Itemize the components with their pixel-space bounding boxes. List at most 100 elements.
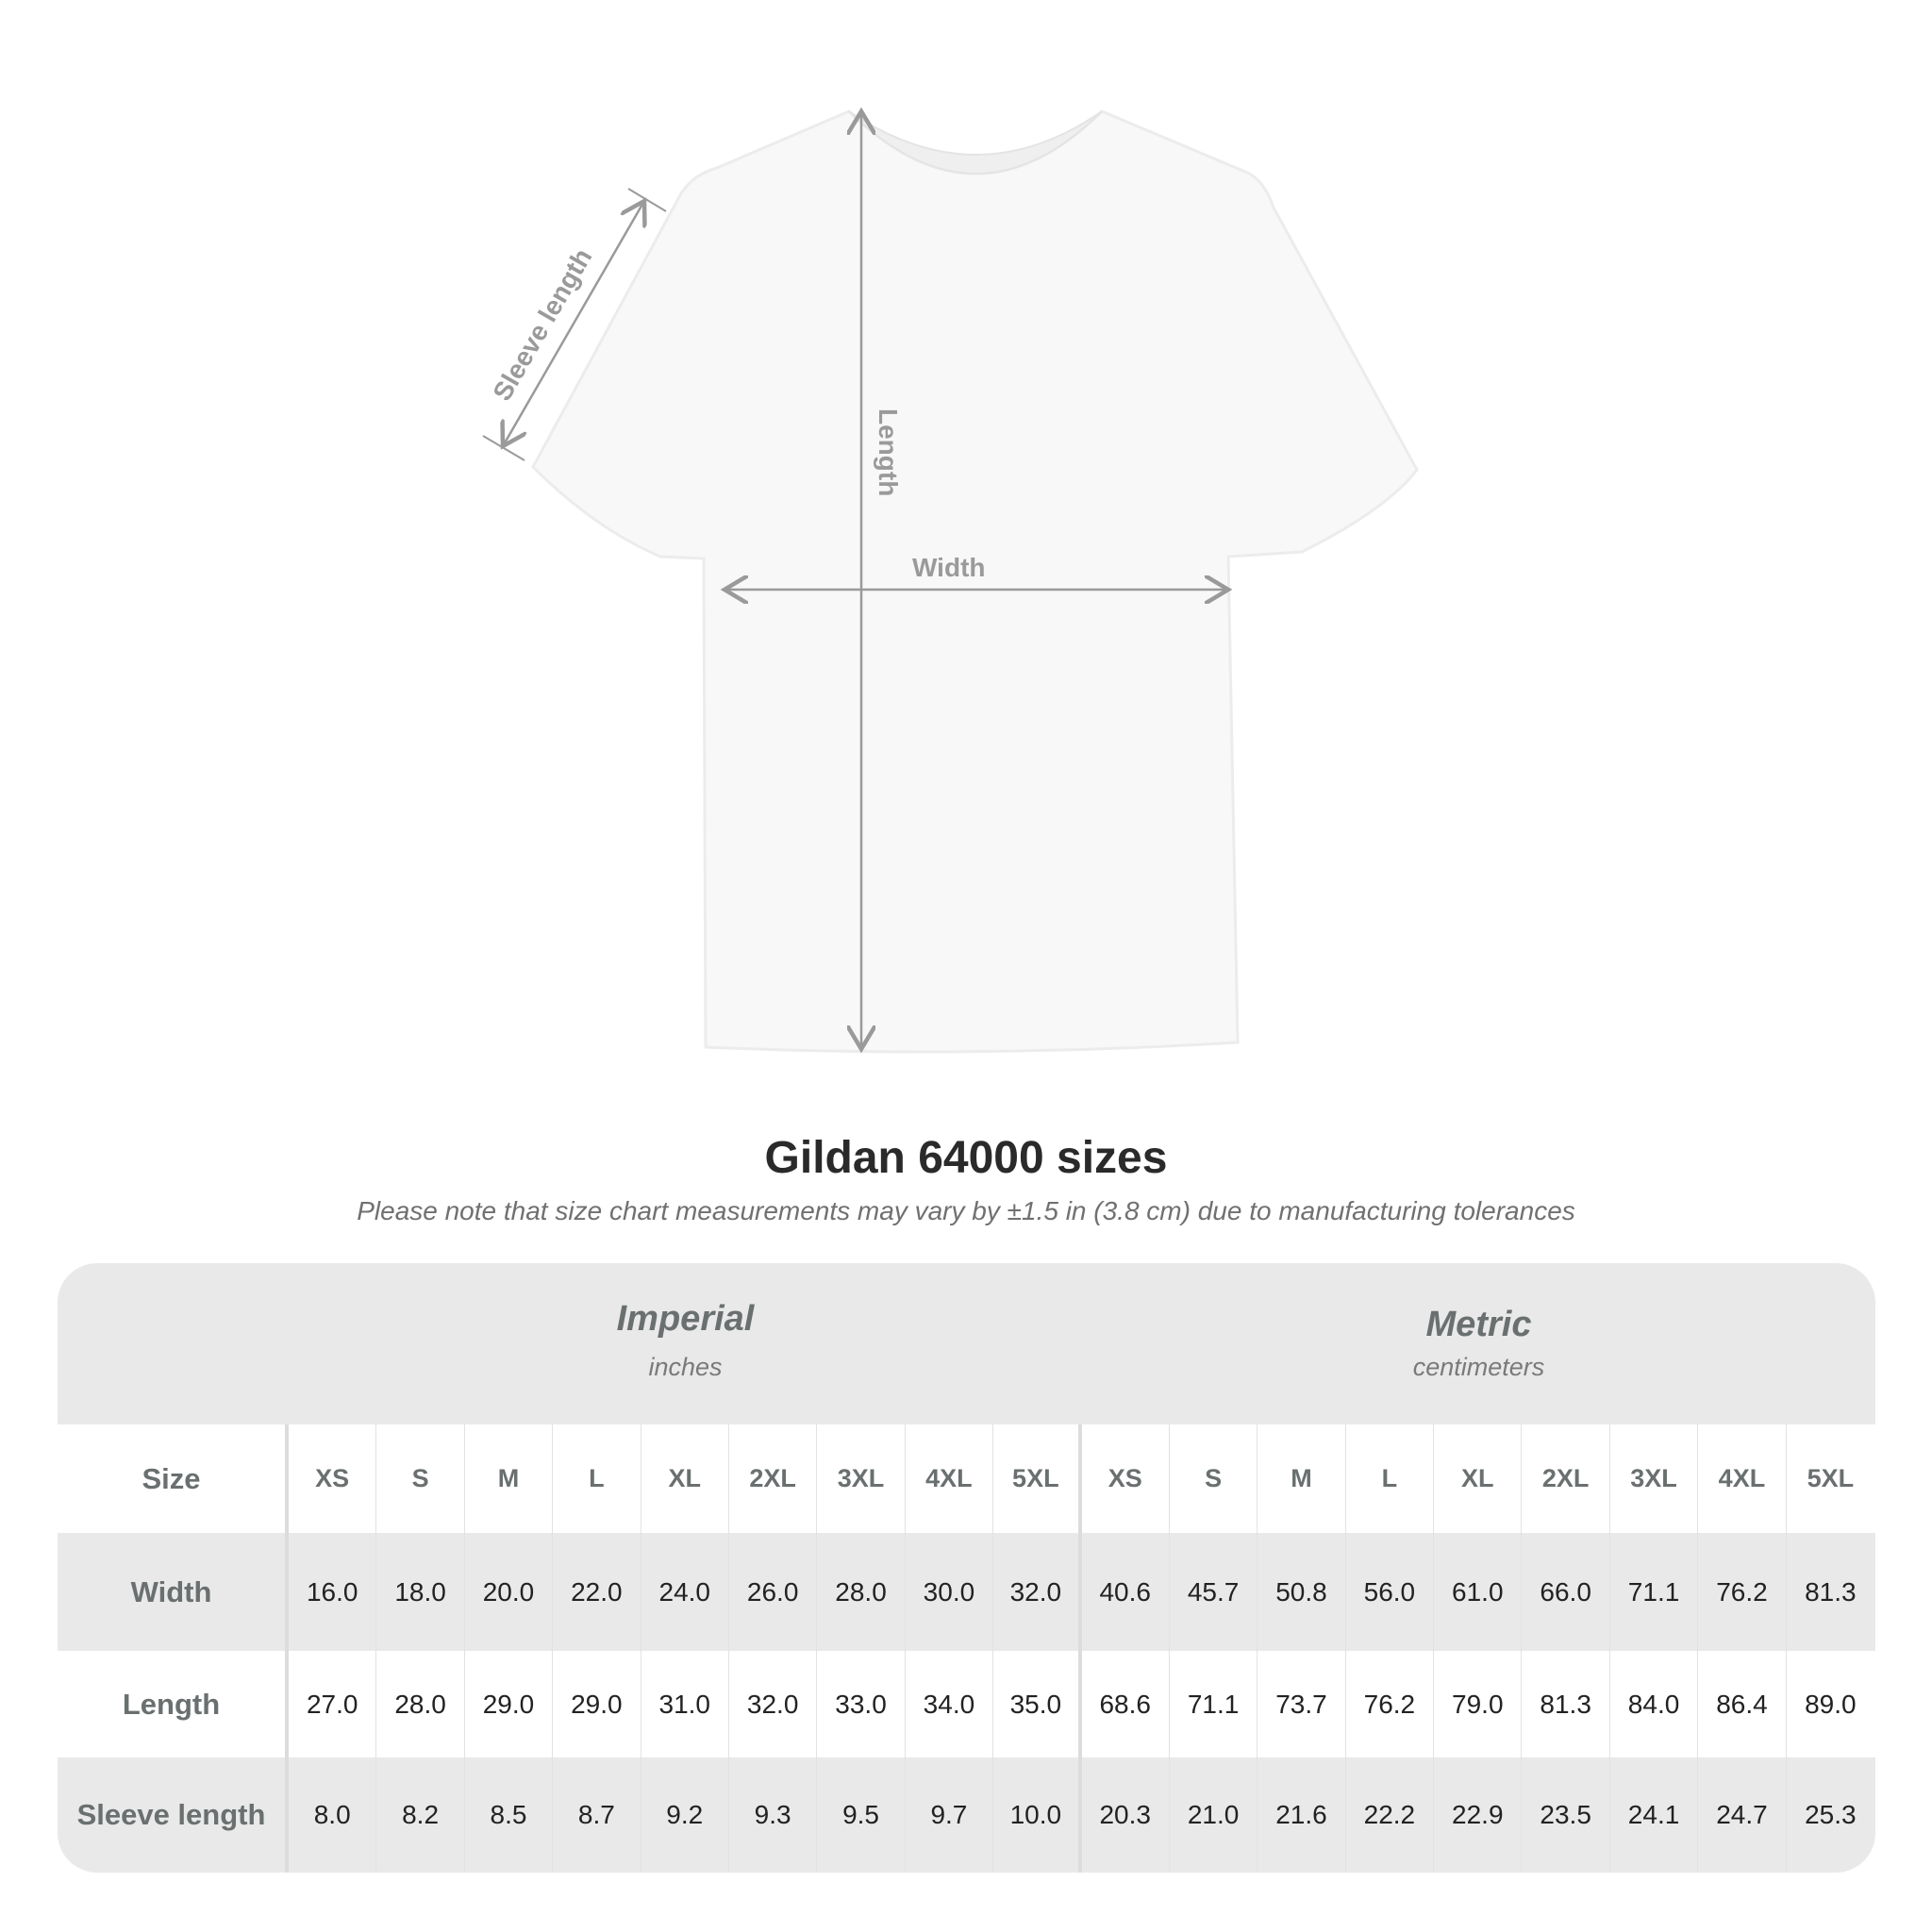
table-cell: 89.0 — [1805, 1689, 1857, 1719]
table-cell: 28.0 — [376, 1651, 465, 1757]
tshirt-collar — [848, 110, 1103, 175]
length-label: Length — [874, 408, 903, 496]
table-cell: 26.0 — [729, 1533, 818, 1651]
table-cell: 8.5 — [465, 1757, 554, 1873]
width-label: Width — [912, 553, 986, 582]
imperial-unit: inches — [648, 1353, 723, 1381]
imperial-group-header: Imperial inches — [289, 1299, 1082, 1382]
page-title: Gildan 64000 sizes — [764, 1133, 1168, 1183]
table-header-band — [58, 1263, 1875, 1424]
tolerance-note: Please note that size chart measurements… — [357, 1196, 1575, 1225]
size-row-label: Size — [58, 1424, 289, 1533]
table-cell: 10.0 — [993, 1757, 1082, 1873]
table-cell: 22.2 — [1346, 1757, 1435, 1873]
table-cell: 21.6 — [1257, 1757, 1346, 1873]
table-cell: 76.2 — [1346, 1651, 1435, 1757]
table-cell: 21.0 — [1170, 1757, 1258, 1873]
table-cell: 9.7 — [906, 1757, 994, 1873]
size-header-cell: XS — [289, 1424, 377, 1533]
table-cell: 16.0 — [289, 1533, 377, 1651]
table-cell: 86.4 — [1698, 1651, 1787, 1757]
table-row: Width 16.0 18.0 20.0 22.0 24.0 26.0 28.0 30.0 32.… — [58, 1533, 1875, 1651]
table-cell: 50.8 — [1257, 1533, 1346, 1651]
row-label: Length — [58, 1651, 289, 1757]
table-cell: 8.7 — [553, 1757, 641, 1873]
table-cell: 31.0 — [641, 1651, 729, 1757]
table-cell: 81.3 — [1522, 1651, 1610, 1757]
row-band-width — [58, 1533, 1875, 1651]
size-header-cell: 4XL — [906, 1424, 994, 1533]
table-cell: 20.0 — [465, 1533, 554, 1651]
table-cell: 32.0 — [993, 1533, 1082, 1651]
table-cell: 73.7 — [1257, 1651, 1346, 1757]
table-cell: 76.2 — [1698, 1533, 1787, 1651]
size-header-cell: 2XL — [729, 1424, 818, 1533]
size-header-cell: L — [553, 1424, 641, 1533]
sleeve-arrow — [503, 201, 644, 446]
table-cell: 56.0 — [1346, 1533, 1435, 1651]
size-header-cell: 3XL — [1610, 1424, 1699, 1533]
tshirt-diagram: Length Width Sleeve length — [482, 0, 1419, 1054]
table-cell: 32.0 — [729, 1651, 818, 1757]
table-cell: 34.0 — [906, 1651, 994, 1757]
table-cell: 24.0 — [641, 1533, 729, 1651]
table-row: Length 27.0 28.0 29.0 29.0 31.0 32.0 33.0 34.0 35… — [58, 1651, 1875, 1757]
size-header-cell: 4XL — [1698, 1424, 1787, 1533]
table-cell: 66.0 — [1522, 1533, 1610, 1651]
table-cell: 9.5 — [817, 1757, 906, 1873]
size-header-cell: XL — [1434, 1424, 1523, 1533]
table-cell: 23.5 — [1522, 1757, 1610, 1873]
table-cell: 28.0 — [817, 1533, 906, 1651]
table-cell: 9.3 — [729, 1757, 818, 1873]
table-cell: 35.0 — [993, 1651, 1082, 1757]
table-cell: 33.0 — [817, 1651, 906, 1757]
row-band-size — [58, 1424, 1875, 1533]
table-cell: 40.6 — [1082, 1533, 1170, 1651]
sleeve-tick-bottom — [482, 435, 525, 461]
table-cell: 81.3 — [1805, 1576, 1857, 1607]
table-cell: 68.6 — [1082, 1651, 1170, 1757]
size-header-cell: 3XL — [817, 1424, 906, 1533]
size-header-cell: M — [1257, 1424, 1346, 1533]
size-header-cell: 2XL — [1522, 1424, 1610, 1533]
size-header-cell: M — [465, 1424, 554, 1533]
table-cell: 8.2 — [376, 1757, 465, 1873]
size-header-cell: S — [1170, 1424, 1258, 1533]
row-band-length — [58, 1651, 1875, 1757]
metric-unit: centimeters — [1412, 1353, 1545, 1381]
size-header-cell: XL — [641, 1424, 729, 1533]
table-cell: 27.0 — [289, 1651, 377, 1757]
table-cell: 8.0 — [289, 1757, 377, 1873]
row-label: Sleeve length — [58, 1757, 289, 1873]
table-cell: 22.0 — [553, 1533, 641, 1651]
table-cell: 29.0 — [465, 1651, 554, 1757]
size-table: Imperial inches Metric centimeters Size … — [58, 1263, 1875, 1873]
table-cell: 24.7 — [1698, 1757, 1787, 1873]
table-cell: 71.1 — [1610, 1533, 1699, 1651]
table-cell: 24.1 — [1610, 1757, 1699, 1873]
table-cell: 18.0 — [376, 1533, 465, 1651]
metric-group-header: Metric centimeters — [1082, 1305, 1875, 1382]
table-cell: 22.9 — [1434, 1757, 1523, 1873]
size-header-row: Size XS S M L XL 2XL 3XL 4XL 5XL XS S M L XL 2XL 3XL 4XL… — [58, 1424, 1875, 1533]
table-cell: 61.0 — [1434, 1533, 1523, 1651]
size-header-cell: 5XL — [1807, 1464, 1855, 1492]
table-cell: 29.0 — [553, 1651, 641, 1757]
table-cell: 9.2 — [641, 1757, 729, 1873]
size-header-cell: XS — [1082, 1424, 1170, 1533]
table-cell: 79.0 — [1434, 1651, 1523, 1757]
row-band-sleeve — [58, 1757, 1875, 1873]
sleeve-tick-top — [627, 188, 667, 212]
table-cell: 25.3 — [1805, 1800, 1857, 1829]
table-row: Sleeve length 8.0 8.2 8.5 8.7 9.2 9.3 9.5 9.7 10.… — [58, 1757, 1875, 1873]
row-label: Width — [58, 1533, 289, 1651]
size-header-cell: 5XL — [993, 1424, 1082, 1533]
metric-title: Metric — [1425, 1305, 1532, 1344]
size-header-cell: S — [376, 1424, 465, 1533]
table-cell: 71.1 — [1170, 1651, 1258, 1757]
table-cell: 20.3 — [1082, 1757, 1170, 1873]
table-cell: 84.0 — [1610, 1651, 1699, 1757]
imperial-title: Imperial — [616, 1299, 755, 1339]
table-cell: 45.7 — [1170, 1533, 1258, 1651]
size-header-cell: L — [1346, 1424, 1435, 1533]
